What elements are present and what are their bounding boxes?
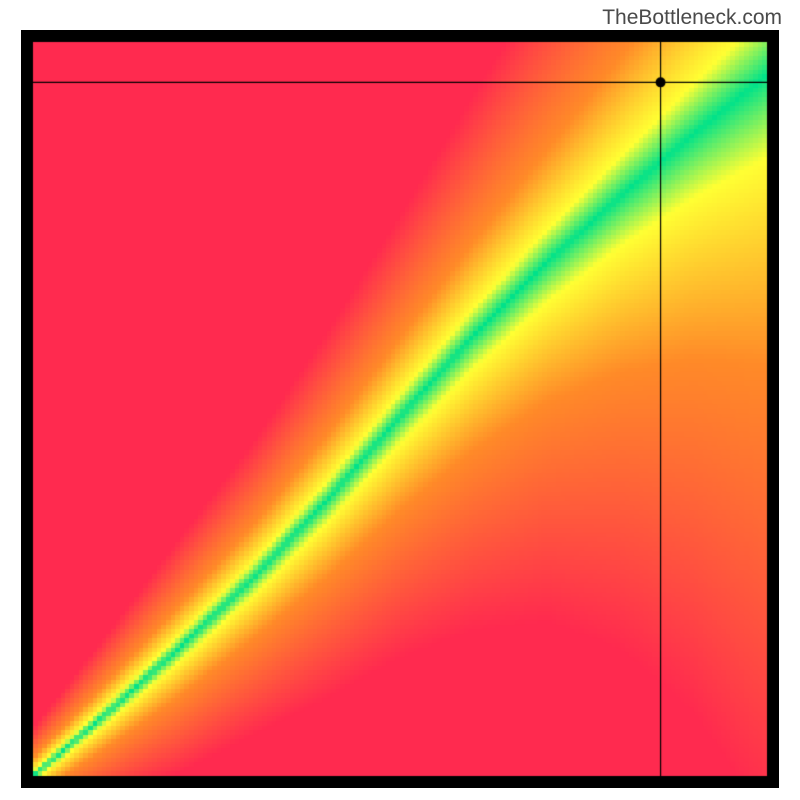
watermark-text: TheBottleneck.com [602,6,782,30]
bottleneck-heatmap [21,30,779,788]
chart-container: { "watermark": { "text": "TheBottleneck.… [0,0,800,800]
